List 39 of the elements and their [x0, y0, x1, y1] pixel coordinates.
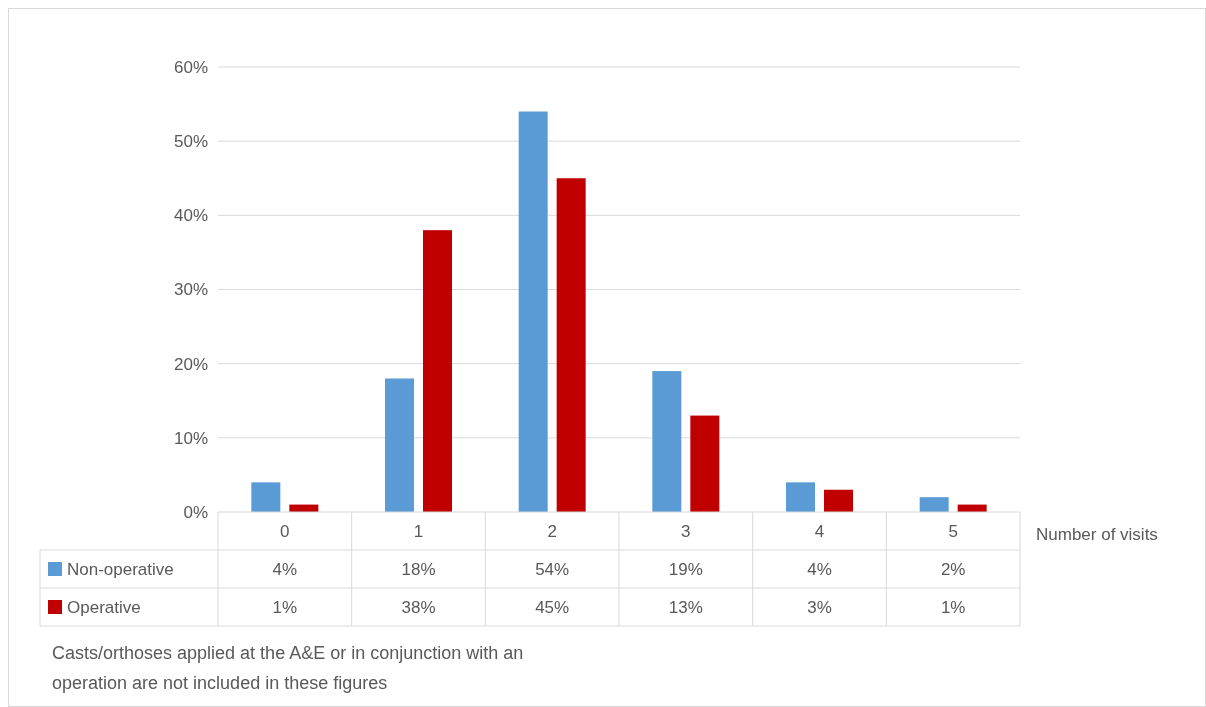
data-label: 3%	[807, 597, 832, 617]
bar	[652, 371, 682, 512]
y-tick-label: 10%	[173, 428, 208, 448]
y-tick-label: 60%	[173, 57, 208, 77]
x-axis-title: Number of visits	[1036, 524, 1158, 544]
data-label: 2%	[940, 559, 966, 579]
data-label: 45%	[535, 597, 570, 617]
bar	[919, 497, 949, 512]
data-label: 19%	[668, 559, 703, 579]
data-label: 4%	[272, 559, 298, 579]
legend-label: Non-operative	[67, 559, 174, 579]
y-tick-label: 0%	[183, 502, 208, 522]
x-tick-label: 0	[280, 521, 290, 541]
data-label: 1%	[272, 597, 298, 617]
bar	[556, 178, 586, 512]
x-tick-label: 3	[681, 521, 691, 541]
data-label: 4%	[807, 559, 832, 579]
data-label: 18%	[401, 559, 436, 579]
legend-label: Operative	[67, 597, 141, 617]
data-label: 38%	[401, 597, 436, 617]
bar	[690, 415, 720, 512]
bar	[824, 489, 853, 512]
x-tick-label: 4	[814, 521, 825, 541]
bar	[786, 482, 815, 512]
bar	[518, 111, 548, 512]
x-tick-label: 5	[948, 521, 958, 541]
y-tick-label: 30%	[173, 280, 208, 300]
bar	[385, 378, 414, 512]
x-tick-label: 1	[413, 521, 424, 541]
bar	[251, 482, 281, 512]
x-tick-label: 2	[547, 521, 557, 541]
data-label: 54%	[535, 559, 570, 579]
data-label: 13%	[668, 597, 703, 617]
y-tick-label: 50%	[173, 132, 208, 152]
y-tick-label: 20%	[173, 354, 208, 374]
data-label: 1%	[940, 597, 966, 617]
text: Casts/orthoses applied at the A&E or in conjunction with an operation are not included in these figures	[52, 643, 524, 693]
bar	[423, 230, 452, 512]
y-tick-label: 40%	[173, 206, 208, 226]
